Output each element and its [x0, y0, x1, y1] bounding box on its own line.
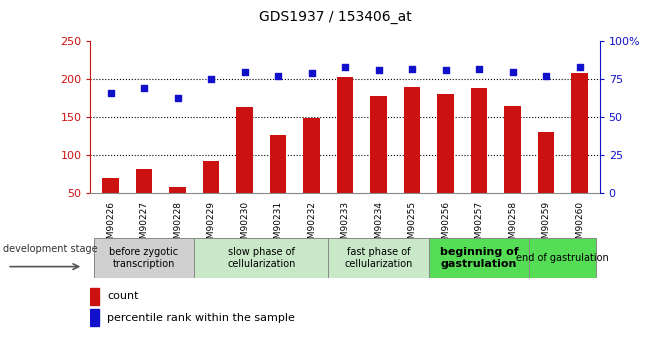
Point	[474, 66, 484, 71]
Point	[373, 68, 384, 73]
Bar	[370, 96, 387, 231]
Bar	[203, 160, 220, 231]
Bar	[102, 178, 119, 231]
Point	[507, 69, 518, 75]
Bar	[470, 88, 488, 231]
Text: development stage: development stage	[3, 244, 98, 254]
Text: count: count	[107, 291, 139, 301]
Bar	[529, 238, 596, 278]
Text: beginning of
gastrulation: beginning of gastrulation	[440, 247, 519, 269]
Text: end of gastrulation: end of gastrulation	[517, 253, 609, 263]
Bar	[571, 73, 588, 231]
Point	[139, 86, 149, 91]
Bar	[337, 77, 354, 231]
Bar	[169, 187, 186, 231]
Bar	[537, 132, 554, 231]
Point	[105, 90, 116, 96]
Point	[440, 68, 451, 73]
Point	[172, 95, 183, 100]
Point	[206, 77, 216, 82]
Bar	[90, 288, 99, 305]
Point	[273, 73, 283, 79]
Bar	[194, 238, 328, 278]
Bar	[237, 107, 253, 231]
Bar	[429, 238, 529, 278]
Bar	[437, 94, 454, 231]
Bar	[303, 118, 320, 231]
Text: GDS1937 / 153406_at: GDS1937 / 153406_at	[259, 10, 411, 24]
Point	[574, 65, 585, 70]
Bar	[269, 135, 287, 231]
Text: percentile rank within the sample: percentile rank within the sample	[107, 313, 295, 323]
Point	[306, 70, 317, 76]
Bar	[505, 106, 521, 231]
Bar	[90, 309, 99, 326]
Text: fast phase of
cellularization: fast phase of cellularization	[344, 247, 413, 269]
Bar	[328, 238, 429, 278]
Text: slow phase of
cellularization: slow phase of cellularization	[227, 247, 295, 269]
Point	[407, 66, 417, 71]
Point	[340, 65, 350, 70]
Point	[239, 69, 250, 75]
Bar	[94, 238, 194, 278]
Point	[541, 73, 551, 79]
Text: before zygotic
transcription: before zygotic transcription	[109, 247, 179, 269]
Bar	[403, 87, 421, 231]
Bar	[135, 169, 153, 231]
